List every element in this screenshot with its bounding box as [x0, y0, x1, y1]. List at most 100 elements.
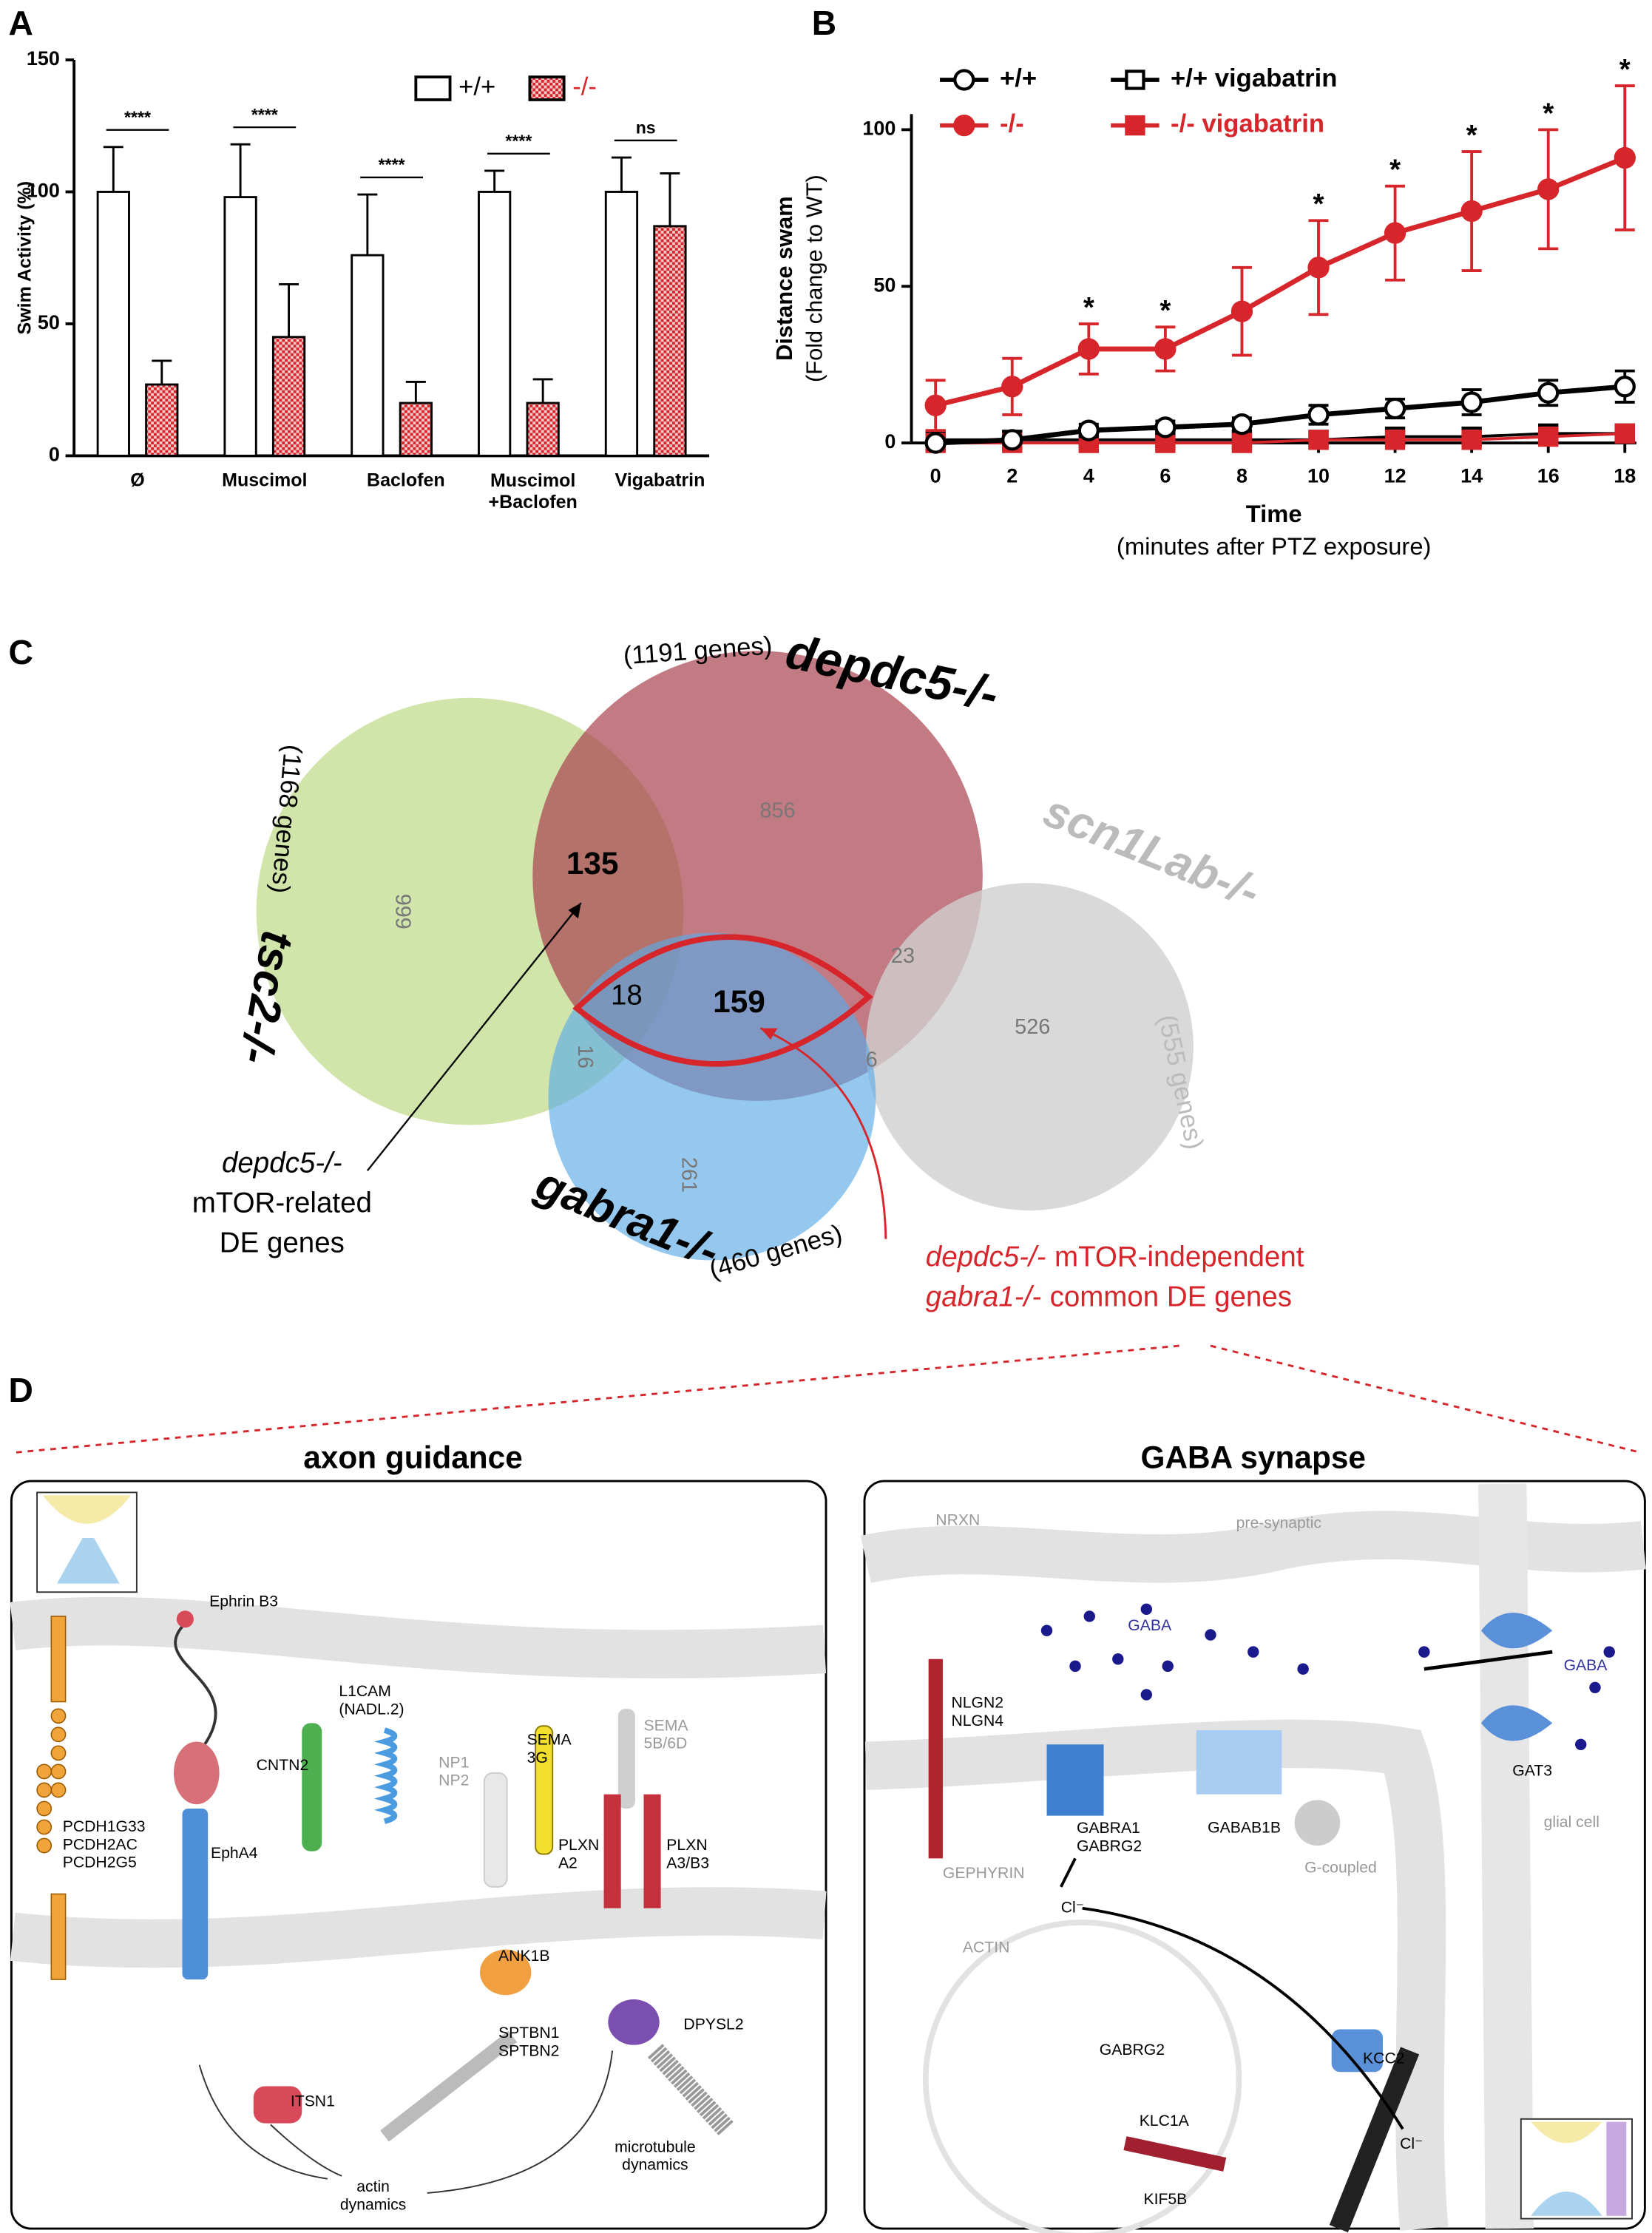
error-bar	[660, 172, 680, 226]
vesicle	[923, 1919, 1242, 2233]
marker	[1384, 397, 1406, 420]
diagram-title: GABA synapse	[1141, 1440, 1366, 1474]
region-count: 856	[759, 799, 795, 822]
note: depdc5-/-	[222, 1148, 342, 1179]
y-tick-label: 150	[27, 47, 60, 70]
set-name: tsc2-/-	[230, 927, 303, 1068]
panel-label: B	[812, 4, 836, 42]
x-tick-label: Baclofen	[367, 470, 445, 491]
marker	[1125, 70, 1145, 90]
note-text: common DE genes	[1050, 1281, 1292, 1313]
transport-arrow	[1424, 1650, 1553, 1671]
marker	[1384, 430, 1406, 450]
region-count: 18	[611, 979, 643, 1011]
region-count: 6	[866, 1048, 878, 1072]
y-tick-label: 100	[862, 118, 896, 140]
bar	[271, 336, 306, 457]
bar	[351, 254, 385, 457]
x-tick-label: 10	[1307, 464, 1330, 487]
panel-label: A	[9, 4, 33, 42]
legend-label: +/+	[1000, 64, 1037, 92]
y-axis-label: Distance swam	[771, 196, 797, 361]
marker	[1230, 300, 1253, 322]
diagram-label: microtubule dynamics	[615, 2138, 695, 2173]
bar	[145, 383, 179, 457]
error-bar	[611, 156, 632, 192]
arrow	[366, 902, 582, 1171]
marker	[1077, 338, 1100, 360]
marker	[1614, 376, 1636, 398]
diagram-label: PCDH1G33 PCDH2AC PCDH2G5	[63, 1818, 146, 1871]
marker	[1307, 404, 1330, 426]
arrows	[198, 2050, 614, 2194]
note: DE genes	[220, 1227, 345, 1258]
diagram-label: PLXN A2	[558, 1837, 599, 1871]
diagram-box	[863, 1480, 1646, 2230]
marker	[1230, 413, 1253, 436]
marker	[953, 114, 975, 137]
legend-swatch	[414, 75, 452, 101]
diagram-label: actin dynamics	[340, 2178, 406, 2213]
note-gene: depdc5-/-	[926, 1241, 1046, 1273]
marker	[1538, 426, 1559, 447]
venn: 999 856 261 526 135 18 159 16 23 6 tsc2-…	[192, 624, 1304, 1313]
x-tick-label: 4	[1083, 464, 1094, 487]
diagram-label: L1CAM (NADL.2)	[339, 1683, 404, 1718]
series-line	[935, 432, 1625, 441]
diagram-label: SPTBN1 SPTBN2	[498, 2024, 559, 2059]
thumbnail-shape	[1531, 2192, 1602, 2216]
itsn1	[253, 2086, 302, 2124]
diagram-label: NLGN2 NLGN4	[951, 1694, 1003, 1729]
y-tick-label: 50	[873, 274, 896, 296]
legend-label: +/+	[458, 73, 495, 101]
marker	[1614, 146, 1636, 169]
diagram-label: GABRG2	[1100, 2041, 1165, 2059]
note-gene: gabra1-/-	[926, 1281, 1041, 1313]
diagram-label: GAT3	[1512, 1762, 1552, 1779]
nlgn	[928, 1658, 943, 1859]
note: depdc5-/- mTOR-independent	[926, 1241, 1304, 1273]
zoom-line	[14, 1344, 1641, 1454]
significance-label: ****	[505, 132, 532, 151]
series-line	[935, 432, 1625, 444]
set-circle	[865, 883, 1194, 1211]
bar	[478, 191, 512, 457]
diagram-label: GABRA1 GABRG2	[1077, 1820, 1142, 1854]
diagram-label: SEMA 5B/6D	[643, 1717, 688, 1752]
diagram-label: G-coupled	[1304, 1859, 1377, 1876]
marker	[1460, 200, 1483, 223]
bar	[526, 401, 560, 457]
y-tick-label: 50	[38, 311, 60, 333]
arrow	[759, 1027, 887, 1239]
x-tick-label: 14	[1460, 464, 1483, 487]
microtubule	[1329, 2047, 1420, 2233]
x-tick-label: 12	[1384, 464, 1406, 487]
marker	[924, 432, 947, 454]
set-circle	[548, 932, 876, 1261]
marker	[1307, 257, 1330, 279]
plxn	[643, 1794, 661, 1908]
thumbnail-shape	[42, 1495, 132, 1524]
diagram-label: GABAB1B	[1208, 1820, 1281, 1837]
glial-membrane	[1478, 1483, 1534, 2229]
l1cam	[373, 1727, 398, 1825]
kinesin	[1123, 2136, 1227, 2172]
legend-swatch	[528, 75, 566, 101]
bar	[96, 191, 130, 457]
diagram-label: NRXN	[935, 1512, 980, 1529]
significance-label: *	[1619, 54, 1631, 86]
significance-label: ****	[251, 105, 278, 124]
diagram-label: Cl⁻	[1400, 2135, 1423, 2152]
legend-label: -/- vigabatrin	[1171, 110, 1324, 138]
region-count: 526	[1015, 1015, 1050, 1039]
epha4	[173, 1741, 220, 1805]
diagram-label: Ephrin B3	[209, 1593, 278, 1610]
note: mTOR-related	[192, 1187, 372, 1219]
significance-label: ****	[379, 155, 405, 174]
bar	[604, 191, 639, 457]
x-axis-label-sub: (minutes after PTZ exposure)	[1117, 532, 1432, 560]
microtubule	[647, 2044, 734, 2136]
diagram-label: KIF5B	[1143, 2191, 1187, 2208]
error-bar	[532, 378, 553, 404]
